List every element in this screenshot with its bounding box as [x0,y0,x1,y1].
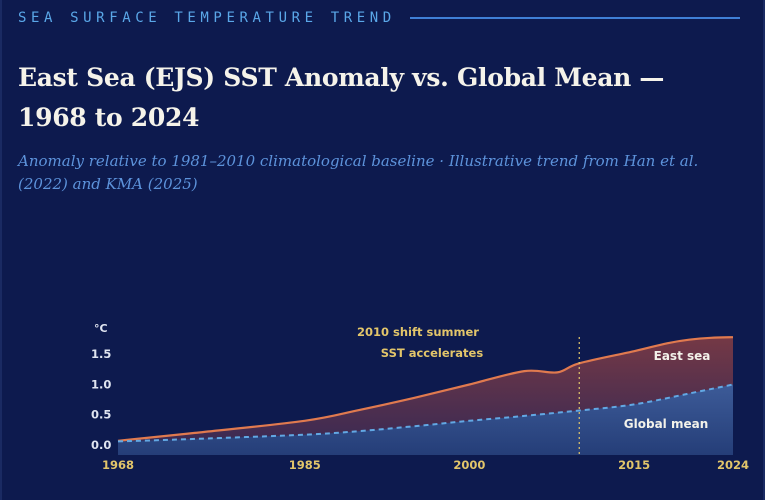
global-mean-label: Global mean [624,417,708,431]
annotation-2010-line1: 2010 shift summer [357,325,479,339]
x-tick-label: 2015 [618,458,650,472]
chart-title: East Sea (EJS) SST Anomaly vs. Global Me… [18,63,665,132]
y-axis-ticks: 0.0 0.5 1.0 1.5 [91,347,111,452]
east-sea-label: East sea [654,349,711,363]
x-tick-label: 2000 [453,458,485,472]
annotation-2010-line2: SST accelerates [381,346,484,360]
eyebrow-row: SEA SURFACE TEMPERATURE TREND [18,8,740,28]
eyebrow-label: SEA SURFACE TEMPERATURE TREND [18,10,396,26]
chart-subtitle: Anomaly relative to 1981–2010 climatolog… [18,152,699,193]
eyebrow-rule [409,17,740,19]
x-tick-label: 1968 [102,458,134,472]
y-tick-label: 1.5 [91,347,111,361]
x-axis-ticks: 1968 1985 2000 2015 2024 [102,458,749,472]
global-mean-line [117,383,734,443]
x-tick-label: 2024 [717,458,749,472]
y-tick-label: 0.0 [91,438,111,452]
y-tick-label: 1.0 [91,377,111,391]
y-tick-label: 0.5 [91,408,111,422]
y-axis-unit: °C [94,322,108,335]
east-sea-line [117,336,734,442]
x-tick-label: 1985 [289,458,321,472]
